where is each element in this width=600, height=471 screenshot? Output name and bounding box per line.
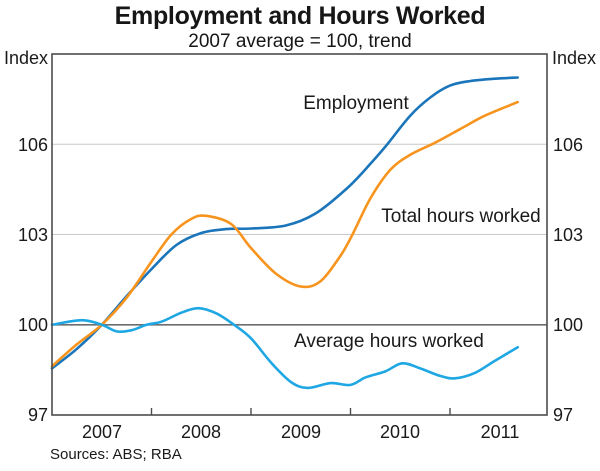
sources-note: Sources: ABS; RBA <box>50 446 182 463</box>
y-axis-unit-left: Index <box>3 48 48 68</box>
x-tick-label-2008: 2008 <box>180 422 222 442</box>
chart-title: Employment and Hours Worked <box>114 2 486 30</box>
y-tick-label-left-106: 106 <box>17 135 48 155</box>
chart-subtitle: 2007 average = 100, trend <box>188 31 412 52</box>
series-label-total-hours-worked: Total hours worked <box>381 206 541 227</box>
y-tick-label-right-103: 103 <box>553 225 584 245</box>
y-tick-label-left-97: 97 <box>27 405 48 425</box>
plot-frame <box>51 53 548 416</box>
x-tick-label-2010: 2010 <box>379 422 421 442</box>
x-tick-label-2007: 2007 <box>81 422 123 442</box>
series-line-average-hours-worked <box>50 306 519 390</box>
y-tick-label-right-106: 106 <box>553 135 584 155</box>
y-tick-label-left-103: 103 <box>17 225 48 245</box>
series-label-average-hours-worked: Average hours worked <box>294 331 484 352</box>
y-tick-label-left-100: 100 <box>17 315 48 335</box>
series-label-employment: Employment <box>303 93 409 114</box>
x-tick-label-2009: 2009 <box>280 422 322 442</box>
y-tick-label-right-97: 97 <box>553 405 574 425</box>
x-tick-label-2011: 2011 <box>480 422 520 442</box>
series-line-total-hours-worked <box>50 100 519 368</box>
y-axis-unit-right: Index <box>552 48 597 68</box>
y-tick-label-right-100: 100 <box>553 315 584 335</box>
